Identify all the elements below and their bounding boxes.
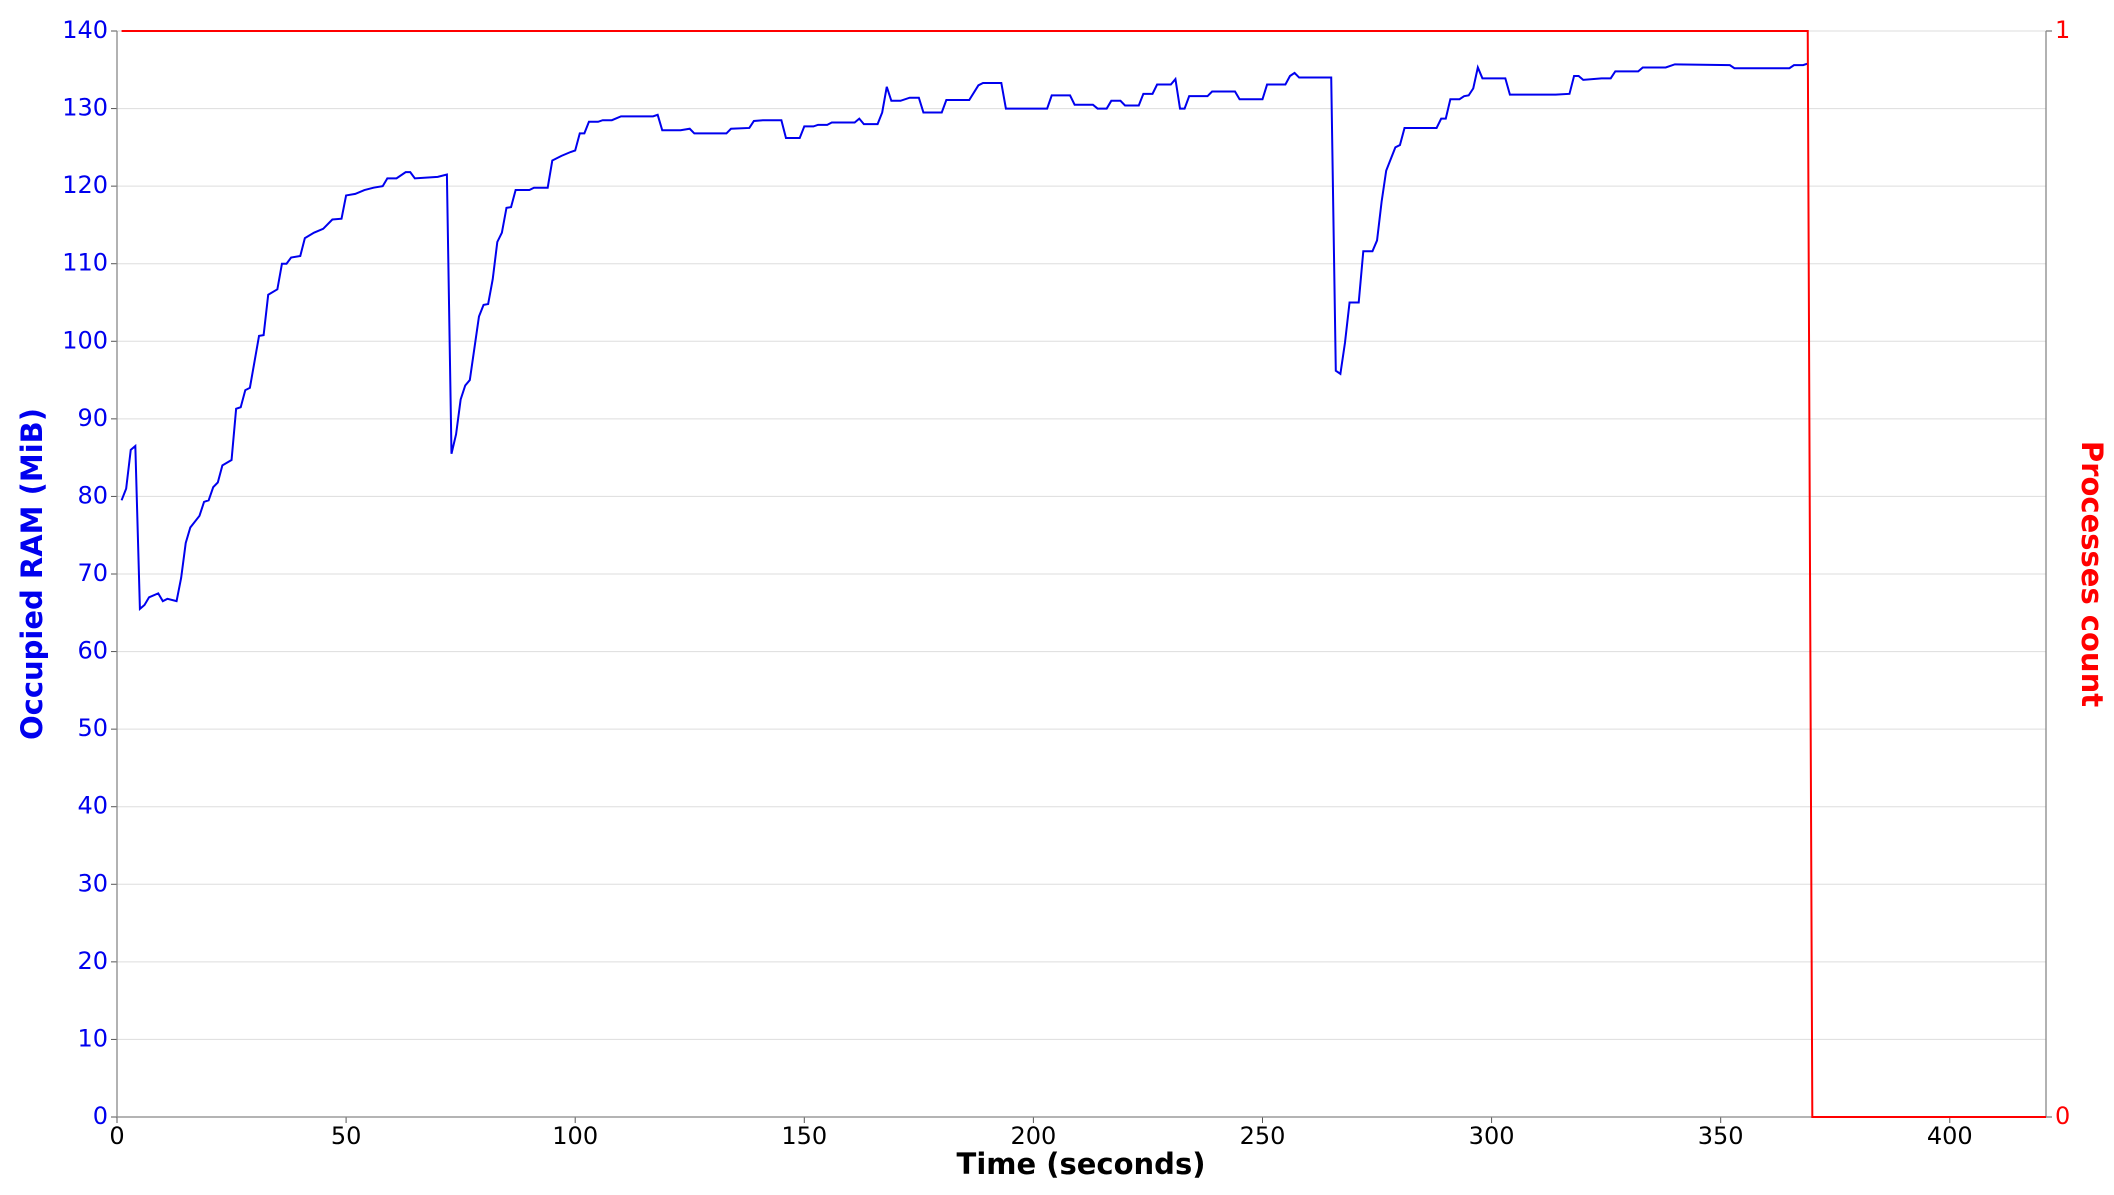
- y-tick-label: 140: [62, 16, 108, 44]
- y-tick-label: 10: [77, 1024, 108, 1052]
- y-tick-label: 90: [77, 404, 108, 432]
- x-tick-label: 350: [1698, 1122, 1744, 1150]
- y2-axis-label: Processes count: [2075, 441, 2109, 707]
- x-tick-label: 200: [1010, 1122, 1056, 1150]
- x-tick-label: 50: [331, 1122, 362, 1150]
- x-tick-label: 300: [1469, 1122, 1515, 1150]
- x-tick-label: 400: [1927, 1122, 1973, 1150]
- y-tick-label: 80: [77, 481, 108, 509]
- x-tick-label: 0: [109, 1122, 124, 1150]
- y-tick-label: 0: [93, 1102, 108, 1130]
- y-axis-label: Occupied RAM (MiB): [15, 408, 49, 740]
- x-tick-label: 100: [552, 1122, 598, 1150]
- y-tick-label: 60: [77, 637, 108, 665]
- y2-tick-label: 1: [2055, 16, 2070, 44]
- y2-tick-label: 0: [2055, 1102, 2070, 1130]
- y-tick-label: 100: [62, 326, 108, 354]
- y-tick-label: 70: [77, 559, 108, 587]
- y-tick-label: 20: [77, 947, 108, 975]
- y-tick-label: 110: [62, 249, 108, 277]
- y-tick-label: 30: [77, 869, 108, 897]
- x-axis-label: Time (seconds): [957, 1147, 1206, 1181]
- series-line: [121, 30, 2046, 1118]
- x-tick-label: 250: [1240, 1122, 1286, 1150]
- y-tick-label: 50: [77, 714, 108, 742]
- y-tick-label: 120: [62, 171, 108, 199]
- y-tick-label: 130: [62, 94, 108, 122]
- x-tick-label: 150: [781, 1122, 827, 1150]
- series-line: [120, 62, 1809, 612]
- y-tick-label: 40: [77, 792, 108, 820]
